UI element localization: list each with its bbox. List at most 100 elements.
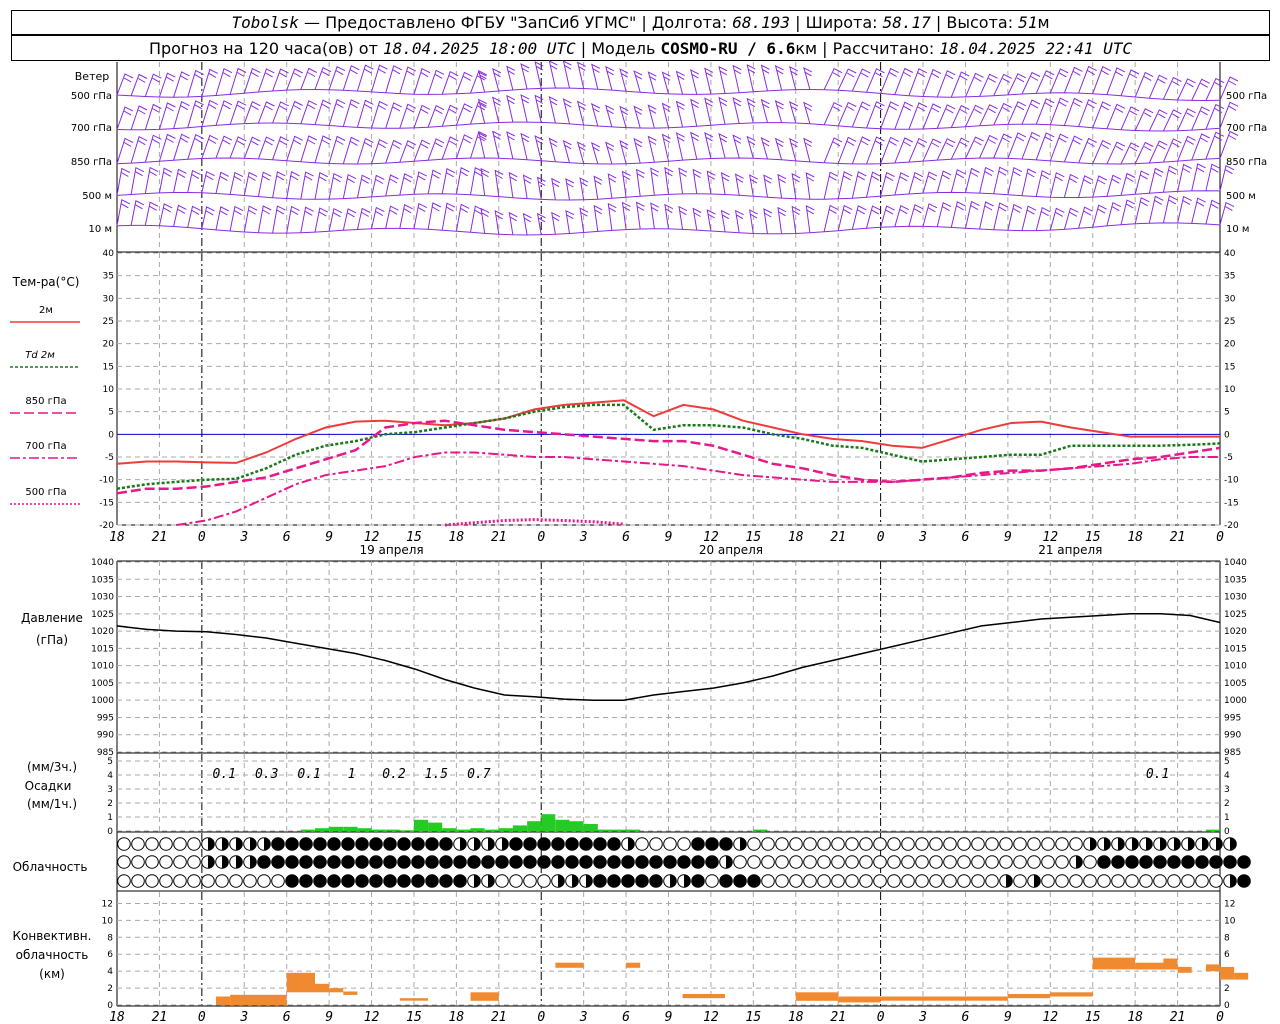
conv-bar xyxy=(1050,992,1093,997)
wind-barb xyxy=(385,174,399,197)
wind-barb xyxy=(314,67,332,90)
wind-barb xyxy=(314,99,332,125)
wind-barb xyxy=(675,100,685,128)
wind-barb xyxy=(356,99,374,128)
cloud-symbol-full xyxy=(271,855,285,869)
precip-3h-label: 0.2 xyxy=(382,767,406,782)
cloud-symbol-empty xyxy=(985,855,999,869)
precip-bar xyxy=(315,828,330,831)
cloud-symbol xyxy=(565,874,579,888)
wind-barb xyxy=(455,71,473,94)
cloud-symbol-full xyxy=(383,874,397,888)
cloud-symbol-empty xyxy=(873,855,887,869)
wind-barb xyxy=(520,63,530,90)
wind-barb xyxy=(243,101,261,124)
wind-barb xyxy=(257,101,275,124)
temp-tick-left: 5 xyxy=(108,408,114,418)
cloud-symbol-empty xyxy=(677,837,691,851)
wind-barb xyxy=(1092,175,1107,198)
cloud-symbol xyxy=(271,837,285,851)
cloud-symbol xyxy=(649,855,663,869)
wind-barb xyxy=(803,66,813,90)
wind-barb xyxy=(979,166,994,194)
cloud-symbol-empty xyxy=(495,874,509,888)
cloud-symbol xyxy=(1055,837,1069,851)
cloud-symbol xyxy=(621,874,635,888)
wind-barb xyxy=(441,168,456,194)
cloud-symbol-empty xyxy=(775,837,789,851)
wind-barb xyxy=(880,205,895,228)
wind-barb xyxy=(427,105,445,128)
cloud-symbol-empty xyxy=(1055,855,1069,869)
wind-barb xyxy=(257,136,275,160)
pressure-tick-left: 985 xyxy=(97,748,114,758)
cloud-symbol-empty xyxy=(803,855,817,869)
x-tick-label-bottom: 3 xyxy=(239,1010,248,1024)
cloud-symbol-full xyxy=(565,855,579,869)
cloud-symbol-empty xyxy=(117,855,131,869)
wind-barb xyxy=(1007,166,1023,195)
wind-barb xyxy=(356,64,374,92)
cloud-symbol-empty xyxy=(845,837,859,851)
cloud-symbol-full xyxy=(705,855,719,869)
wind-barb xyxy=(1035,206,1051,231)
wind-barb xyxy=(1162,109,1182,132)
cloud-fill xyxy=(670,874,677,888)
temp-tick-left: 35 xyxy=(103,272,114,282)
cloud-symbol-empty xyxy=(1153,874,1167,888)
cloud-symbol xyxy=(1027,874,1041,888)
cloud-symbol xyxy=(467,837,481,851)
longitude-value: 68.193 xyxy=(732,13,791,32)
wind-barb xyxy=(950,71,970,98)
cloud-symbol xyxy=(117,855,131,869)
cloud-symbol xyxy=(271,874,285,888)
wind-barb xyxy=(243,205,258,233)
cloud-symbol-empty xyxy=(873,874,887,888)
wind-barb xyxy=(562,60,572,89)
wind-barb xyxy=(1021,131,1041,160)
cloud-symbol xyxy=(719,855,733,869)
cloud-symbol xyxy=(733,874,747,888)
wind-barb xyxy=(591,103,601,127)
cloud-symbol xyxy=(271,855,285,869)
cloud-symbol xyxy=(747,874,761,888)
pressure-tick-right: 995 xyxy=(1224,713,1241,723)
wind-barb xyxy=(158,72,176,98)
cloud-symbol-empty xyxy=(173,874,187,888)
precip-bar xyxy=(414,819,429,831)
wind-barb xyxy=(328,135,346,164)
wind-level-label-left: 10 м xyxy=(89,224,112,235)
cloud-fill xyxy=(1118,837,1125,851)
cloud-symbol xyxy=(173,855,187,869)
wind-barb xyxy=(286,100,303,124)
x-tick-label: 9 xyxy=(325,530,333,545)
cloud-symbol xyxy=(243,837,257,851)
wind-barb xyxy=(1134,141,1154,164)
wind-barb xyxy=(455,167,470,195)
cloud-symbol xyxy=(383,874,397,888)
wind-barb xyxy=(1134,170,1150,195)
cloud-symbol-empty xyxy=(1069,837,1083,851)
cloud-symbol xyxy=(1237,874,1251,888)
computed-at: 18.04.2025 22:41 UTC xyxy=(939,39,1133,58)
temp-tick-left: -5 xyxy=(105,453,114,463)
temp-tick-right: 25 xyxy=(1224,317,1235,327)
wind-barb xyxy=(823,102,843,126)
cloud-symbol-full xyxy=(397,837,411,851)
wind-level-label-right: 10 м xyxy=(1226,224,1249,235)
cloud-symbol xyxy=(229,855,243,869)
cloud-symbol xyxy=(313,874,327,888)
wind-barb xyxy=(851,171,867,199)
wind-barb xyxy=(732,134,742,159)
x-tick-label: 9 xyxy=(665,530,673,545)
wind-barb xyxy=(607,202,617,231)
wind-barb xyxy=(1219,201,1235,226)
cloud-symbol xyxy=(901,837,915,851)
cloud-symbol-empty xyxy=(831,837,845,851)
cloud-symbol-full xyxy=(439,874,453,888)
wind-level-label-left: 500 м xyxy=(82,191,112,202)
wind-barb xyxy=(579,177,589,200)
conv-tick-left: 4 xyxy=(107,967,113,977)
cloud-symbol xyxy=(1195,837,1209,851)
cloud-symbol xyxy=(229,874,243,888)
